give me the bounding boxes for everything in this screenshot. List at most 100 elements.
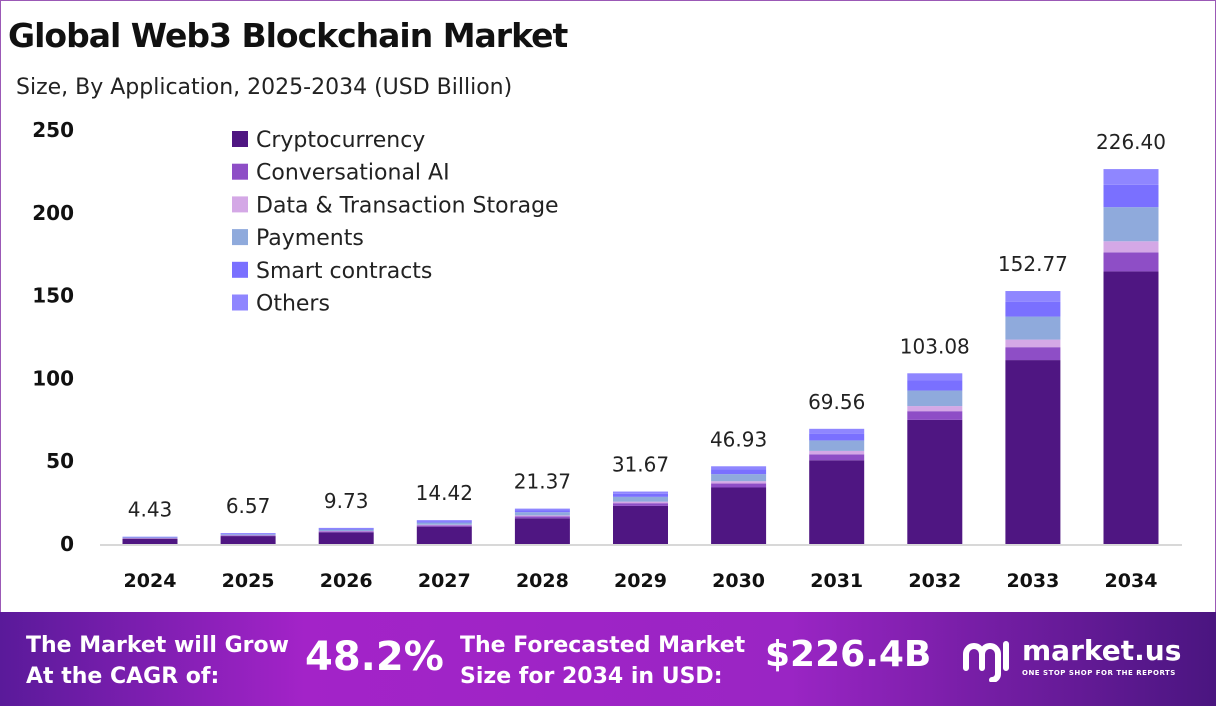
- bar-segment-conversational-ai: [220, 535, 276, 537]
- bar-segment-conversational-ai: [1103, 252, 1159, 272]
- bar-segment-cryptocurrency: [416, 526, 472, 544]
- bar-segment-smart-contracts: [907, 380, 963, 391]
- chart-title: Global Web3 Blockchain Market: [8, 16, 568, 55]
- bar-segment-data-transaction-storage: [1103, 241, 1159, 253]
- data-label: 69.56: [808, 390, 865, 414]
- bar-segment-conversational-ai: [809, 454, 865, 461]
- bar-segment-data-transaction-storage: [613, 501, 668, 504]
- data-label: 4.43: [128, 498, 173, 522]
- legend-label: Cryptocurrency: [256, 128, 425, 153]
- bar-segment-cryptocurrency: [809, 460, 865, 544]
- forecast-label-line1: The Forecasted Market: [460, 633, 746, 658]
- bar-segment-payments: [613, 496, 668, 502]
- bar-segment-smart-contracts: [514, 510, 570, 513]
- footer-banner: The Market will Grow At the CAGR of: 48.2…: [0, 612, 1216, 706]
- y-tick-label: 150: [32, 284, 74, 308]
- bar-segment-others: [1005, 291, 1061, 302]
- bar-segment-conversational-ai: [514, 516, 570, 519]
- legend-label: Payments: [256, 226, 364, 251]
- x-tick-label: 2029: [614, 570, 667, 592]
- legend-swatch: [232, 163, 248, 180]
- cagr-label-line1: The Market will Grow: [26, 633, 289, 658]
- bar-segment-others: [416, 520, 472, 522]
- y-tick-label: 50: [46, 449, 74, 473]
- x-tick-label: 2025: [222, 570, 275, 592]
- bar-segment-smart-contracts: [613, 493, 668, 497]
- legend-swatch: [232, 229, 248, 246]
- bar-segment-others: [514, 508, 570, 511]
- bar-segment-others: [613, 491, 668, 494]
- forecast-value: $226.4B: [765, 634, 932, 675]
- bar-segment-payments: [1005, 316, 1061, 340]
- bar-segment-data-transaction-storage: [809, 450, 865, 455]
- chart-subtitle: Size, By Application, 2025-2034 (USD Bil…: [16, 75, 513, 100]
- x-tick-label: 2031: [810, 570, 863, 592]
- bar-segment-payments: [122, 537, 178, 539]
- bar-segment-smart-contracts: [416, 521, 472, 523]
- bar-segment-conversational-ai: [416, 525, 472, 527]
- bar-segment-cryptocurrency: [907, 419, 963, 544]
- bar-segment-others: [318, 527, 374, 529]
- bar-segment-smart-contracts: [711, 469, 767, 475]
- bar-segment-cryptocurrency: [1103, 271, 1159, 544]
- bar-segment-payments: [907, 390, 963, 407]
- x-tick-label: 2032: [908, 570, 961, 592]
- bar-segment-cryptocurrency: [318, 532, 374, 544]
- data-label: 6.57: [226, 494, 271, 518]
- forecast-label: The Forecasted Market Size for 2034 in US…: [460, 630, 745, 692]
- data-label: 31.67: [612, 453, 669, 477]
- y-tick-label: 200: [32, 201, 74, 225]
- bar-segment-payments: [1103, 207, 1159, 242]
- bar-segment-payments: [711, 474, 767, 482]
- x-tick-label: 2030: [712, 570, 765, 592]
- logo-name: market.us: [1022, 634, 1182, 667]
- x-tick-label: 2026: [320, 570, 373, 592]
- data-label: 152.77: [998, 252, 1068, 276]
- bar-segment-data-transaction-storage: [514, 515, 570, 517]
- x-tick-label: 2027: [418, 570, 471, 592]
- legend-swatch: [232, 131, 248, 147]
- bar-segment-payments: [318, 529, 374, 531]
- bar-segment-smart-contracts: [318, 528, 374, 530]
- bar-segment-cryptocurrency: [514, 518, 570, 544]
- bar-segment-smart-contracts: [220, 533, 276, 535]
- legend-label: Smart contracts: [256, 259, 432, 284]
- bar-segment-data-transaction-storage: [907, 406, 963, 412]
- bar-segment-cryptocurrency: [613, 505, 668, 544]
- legend-label: Data & Transaction Storage: [256, 193, 559, 218]
- bar-segment-cryptocurrency: [220, 536, 276, 544]
- legend-label: Others: [256, 292, 330, 317]
- cagr-value: 48.2%: [305, 634, 444, 680]
- bar-segment-payments: [416, 522, 472, 525]
- bar-segment-cryptocurrency: [711, 487, 767, 544]
- logo-icon: [963, 641, 1009, 682]
- bar-segment-others: [711, 466, 767, 470]
- bar-segment-conversational-ai: [907, 411, 963, 420]
- bar-segment-cryptocurrency: [1005, 360, 1061, 544]
- legend-swatch: [232, 294, 248, 311]
- x-tick-label: 2024: [124, 570, 177, 592]
- data-label: 103.08: [900, 334, 970, 358]
- bar-segment-others: [809, 428, 865, 434]
- data-label: 46.93: [710, 427, 767, 451]
- legend-swatch: [232, 196, 248, 213]
- x-tick-label: 2033: [1006, 570, 1059, 592]
- bar-segment-conversational-ai: [613, 503, 668, 506]
- bar-segment-others: [907, 373, 963, 381]
- data-label: 14.42: [416, 481, 473, 505]
- bar-segment-payments: [220, 534, 276, 536]
- bar-segment-smart-contracts: [809, 433, 865, 441]
- bar-segment-conversational-ai: [711, 483, 767, 488]
- legend-swatch: [232, 261, 248, 278]
- cagr-label: The Market will Grow At the CAGR of:: [26, 630, 289, 692]
- logo-tagline: ONE STOP SHOP FOR THE REPORTS: [1022, 669, 1176, 677]
- y-tick-label: 100: [32, 366, 74, 390]
- legend-label: Conversational AI: [256, 161, 450, 186]
- data-label: 226.40: [1096, 130, 1166, 154]
- y-tick-label: 0: [60, 532, 74, 556]
- chart-svg: 0 50 100 150 200 250 4.43 2024 6.57 2025 9.73 2026 1…: [32, 118, 1182, 592]
- bar-segment-smart-contracts: [1103, 184, 1159, 208]
- x-tick-label: 2034: [1105, 570, 1158, 592]
- forecast-label-line2: Size for 2034 in USD:: [460, 664, 723, 689]
- bar-segment-data-transaction-storage: [711, 481, 767, 484]
